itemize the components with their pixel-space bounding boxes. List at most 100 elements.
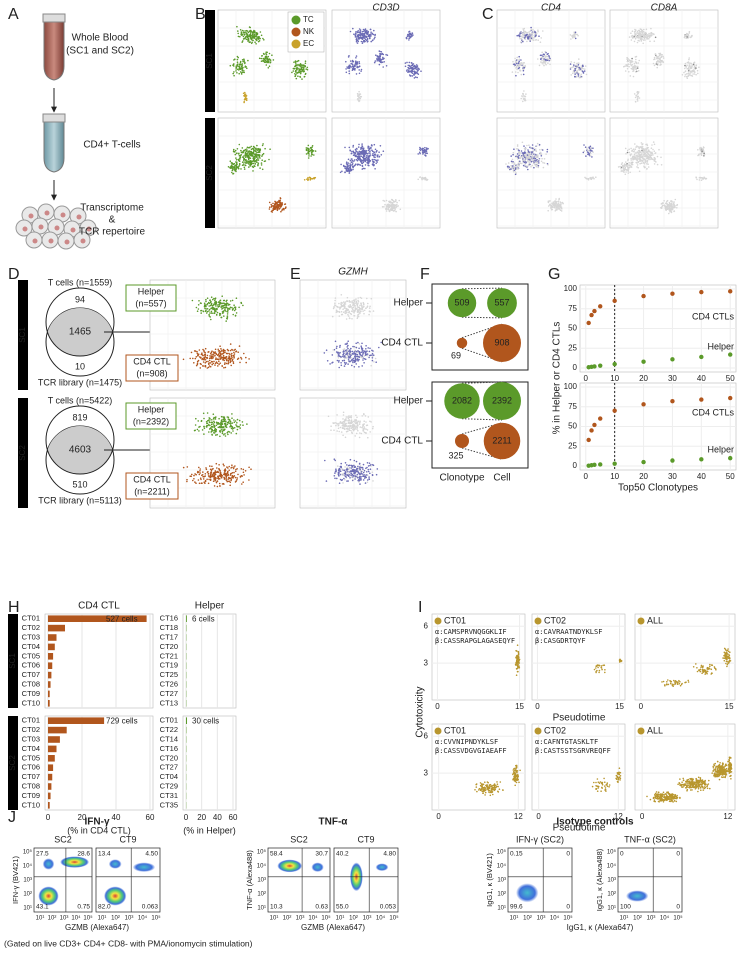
cell-dot — [358, 65, 361, 67]
cell-dot — [378, 346, 380, 349]
cell-dot — [362, 151, 365, 154]
cell-dot — [295, 64, 297, 66]
cell-dot — [375, 162, 378, 165]
cell-dot — [647, 166, 650, 168]
cell-dot — [231, 426, 234, 429]
cell-dot — [634, 65, 636, 68]
cell-dot — [295, 74, 297, 76]
cell-dot — [666, 199, 669, 202]
cell-dot — [300, 67, 303, 70]
cell-dot — [688, 57, 690, 59]
cell-dot — [370, 40, 373, 43]
cell-dot — [522, 164, 525, 167]
cell-dot — [634, 68, 636, 70]
cell-dot — [193, 429, 196, 432]
cell-dot — [309, 178, 312, 180]
cell-dot — [216, 362, 219, 365]
cell-dot — [637, 146, 639, 148]
cell-dot — [514, 71, 517, 73]
cell-dot — [346, 350, 348, 353]
cell-dot — [582, 65, 584, 68]
cell-dot — [643, 153, 646, 155]
cell-dot — [371, 352, 374, 355]
cell-dot — [349, 360, 352, 363]
cell-dot — [535, 159, 538, 161]
cell-dot — [516, 56, 518, 59]
cell-dot — [208, 305, 210, 307]
label: 94 — [75, 294, 85, 304]
cell-dot — [210, 310, 213, 313]
cell-dot — [352, 306, 355, 309]
cell-dot — [515, 148, 518, 150]
cell-dot — [263, 39, 265, 41]
cell-dot — [276, 205, 278, 207]
cell-dot — [217, 350, 220, 352]
cell-dot — [222, 426, 224, 428]
cell-dot — [702, 146, 705, 148]
cell-dot — [404, 62, 407, 64]
cell-dot — [512, 151, 515, 154]
cell-dot — [230, 422, 232, 425]
cell-dot — [304, 62, 307, 64]
cell-dot — [360, 37, 363, 39]
cell-dot — [645, 157, 648, 159]
cell-dot — [343, 348, 346, 350]
cell-dot — [354, 308, 357, 310]
cell-dot — [222, 429, 224, 432]
cell-dot — [395, 210, 397, 213]
cell-dot — [352, 150, 355, 153]
cell-dot — [229, 166, 231, 169]
cell-dot — [632, 161, 634, 164]
cell-dot — [362, 28, 365, 31]
cell-dot — [209, 427, 212, 430]
cell-dot — [252, 145, 255, 148]
cell-dot — [235, 70, 237, 72]
cell-dot — [573, 34, 576, 36]
cell-dot — [210, 312, 213, 314]
cell-dot — [258, 156, 261, 158]
cell-dot — [310, 155, 312, 157]
cell-dot — [344, 301, 347, 303]
cell-dot — [392, 200, 395, 202]
cell-dot — [235, 159, 238, 161]
cell-dot — [198, 300, 200, 302]
cell-dot — [522, 73, 525, 76]
cell-dot — [353, 33, 355, 35]
cell-dot — [380, 154, 383, 156]
cell-dot — [348, 70, 351, 72]
cell-dot — [305, 148, 308, 151]
label: 4603 — [69, 445, 92, 456]
cell-dot — [214, 425, 216, 428]
cell-dot — [353, 353, 356, 355]
cell-dot — [533, 162, 536, 165]
cell-dot — [214, 299, 216, 302]
cell-dot — [356, 156, 359, 158]
cell-dot — [334, 299, 336, 302]
cell-dot — [589, 149, 592, 151]
label: 1465 — [69, 327, 92, 338]
cell-dot — [382, 150, 385, 152]
cell-dot — [543, 162, 546, 164]
cell-dot — [540, 58, 542, 61]
cell-dot — [339, 351, 341, 354]
cell-dot — [224, 362, 226, 364]
cell-dot — [251, 35, 254, 38]
cell-dot — [366, 155, 368, 157]
cell-dot — [540, 160, 543, 163]
cell-dot — [295, 62, 297, 64]
cell-dot — [346, 169, 348, 172]
cell-dot — [261, 144, 264, 147]
cell-dot — [199, 367, 202, 369]
cell-dot — [573, 71, 576, 74]
cell-dot — [229, 361, 231, 364]
cell-dot — [357, 315, 360, 318]
cell-dot — [238, 66, 241, 68]
cell-dot — [292, 67, 295, 70]
cell-dot — [640, 153, 642, 156]
cell-dot — [367, 40, 369, 42]
cell-dot — [636, 98, 639, 101]
label: (n=908) — [136, 368, 167, 378]
cell-dot — [221, 350, 223, 352]
cell-dot — [630, 67, 633, 70]
cell-dot — [207, 419, 210, 422]
